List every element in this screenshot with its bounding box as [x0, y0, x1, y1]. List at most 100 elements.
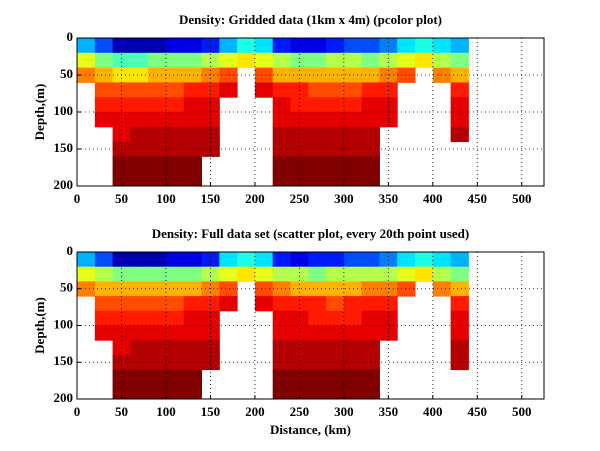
- cell: [165, 97, 185, 113]
- y-tick-label: 200: [54, 390, 74, 405]
- cell: [326, 354, 345, 371]
- cell: [343, 38, 363, 54]
- cell: [201, 67, 220, 83]
- cell: [183, 340, 203, 356]
- cell: [130, 112, 149, 128]
- cell: [379, 266, 398, 282]
- cell: [254, 38, 274, 54]
- cell: [165, 369, 185, 385]
- cell: [148, 310, 167, 326]
- cell: [397, 52, 416, 69]
- cell: [290, 141, 309, 157]
- cell: [326, 82, 345, 98]
- cell: [308, 384, 327, 400]
- cell: [308, 112, 327, 128]
- cell: [450, 340, 469, 356]
- x-tick-label: 250: [290, 191, 310, 206]
- cell: [219, 252, 238, 268]
- cell: [361, 252, 380, 268]
- cell: [94, 82, 114, 98]
- cell: [361, 369, 380, 385]
- cell: [397, 252, 416, 268]
- cell: [254, 281, 274, 297]
- cell: [361, 171, 380, 187]
- cell: [450, 82, 469, 98]
- cell: [415, 266, 434, 282]
- cell: [183, 38, 203, 54]
- cell: [237, 252, 256, 268]
- cell: [165, 384, 185, 400]
- cell: [165, 171, 185, 187]
- cell: [290, 384, 309, 400]
- cell: [326, 52, 345, 69]
- cell: [272, 325, 291, 341]
- cell: [77, 281, 96, 297]
- plot-frame: [76, 37, 545, 187]
- cell: [308, 126, 327, 143]
- cell: [183, 369, 203, 385]
- cell: [432, 38, 452, 54]
- x-tick-label: 200: [245, 191, 265, 206]
- cell: [112, 38, 131, 54]
- cell: [290, 67, 309, 83]
- cell: [183, 354, 203, 371]
- cell: [183, 126, 203, 143]
- cell: [308, 325, 327, 341]
- cell: [290, 156, 309, 172]
- cell: [165, 52, 185, 69]
- cell: [165, 141, 185, 157]
- x-tick-label: 150: [201, 191, 221, 206]
- cell: [326, 38, 345, 54]
- cell: [148, 52, 167, 69]
- cell: [343, 126, 363, 143]
- x-tick-label: 400: [423, 404, 443, 419]
- cell: [361, 354, 380, 371]
- x-tick-label: 50: [115, 404, 128, 419]
- cell: [201, 296, 220, 312]
- cell: [201, 266, 220, 282]
- cell: [77, 252, 96, 268]
- cell: [94, 266, 114, 282]
- x-tick-label: 300: [334, 404, 354, 419]
- cell: [165, 112, 185, 128]
- cell: [326, 384, 345, 400]
- cell: [361, 156, 380, 172]
- cell: [112, 325, 131, 341]
- cell: [165, 296, 185, 312]
- cell: [397, 38, 416, 54]
- cell: [326, 369, 345, 385]
- cell: [165, 252, 185, 268]
- cell: [397, 67, 416, 83]
- cell: [450, 354, 469, 371]
- cell: [130, 171, 149, 187]
- cell: [237, 266, 256, 282]
- cell: [165, 67, 185, 83]
- cell: [308, 252, 327, 268]
- cell: [112, 340, 131, 356]
- cell: [272, 266, 291, 282]
- cell: [343, 82, 363, 98]
- cell: [165, 82, 185, 98]
- cell: [361, 266, 380, 282]
- cell: [326, 141, 345, 157]
- x-tick-label: 500: [512, 404, 532, 419]
- cell: [237, 38, 256, 54]
- cell: [343, 340, 363, 356]
- cell: [308, 82, 327, 98]
- cell: [290, 310, 309, 326]
- cell: [450, 310, 469, 326]
- cell: [219, 82, 238, 98]
- cell: [343, 266, 363, 282]
- cell: [326, 171, 345, 187]
- cell: [94, 281, 114, 297]
- cell: [450, 281, 469, 297]
- cell: [148, 325, 167, 341]
- cell: [94, 325, 114, 341]
- cell: [450, 38, 469, 54]
- cell: [148, 156, 167, 172]
- cell: [219, 281, 238, 297]
- cell: [361, 126, 380, 143]
- cell: [148, 296, 167, 312]
- cell: [165, 156, 185, 172]
- cell: [450, 266, 469, 282]
